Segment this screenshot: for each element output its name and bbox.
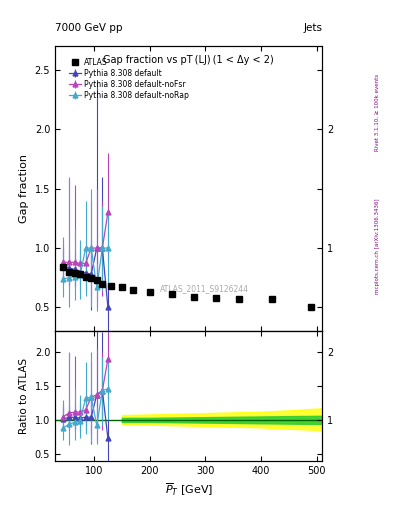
- Y-axis label: Ratio to ATLAS: Ratio to ATLAS: [19, 358, 29, 434]
- ATLAS: [270, 296, 274, 302]
- ATLAS: [147, 289, 152, 295]
- ATLAS: [78, 271, 83, 278]
- ATLAS: [94, 277, 99, 283]
- ATLAS: [108, 283, 113, 289]
- ATLAS: [100, 281, 105, 287]
- Text: Gap fraction vs pT (LJ) (1 < Δy < 2): Gap fraction vs pT (LJ) (1 < Δy < 2): [103, 55, 274, 65]
- ATLAS: [83, 273, 88, 280]
- ATLAS: [192, 294, 196, 300]
- Text: 7000 GeV pp: 7000 GeV pp: [55, 23, 123, 33]
- ATLAS: [309, 304, 314, 310]
- ATLAS: [236, 296, 241, 302]
- Text: mcplots.cern.ch [arXiv:1306.3436]: mcplots.cern.ch [arXiv:1306.3436]: [375, 198, 380, 293]
- ATLAS: [119, 284, 124, 290]
- Line: ATLAS: ATLAS: [61, 264, 314, 310]
- ATLAS: [66, 269, 71, 275]
- ATLAS: [61, 264, 66, 270]
- ATLAS: [130, 287, 135, 293]
- Y-axis label: Gap fraction: Gap fraction: [19, 154, 29, 223]
- Legend: ATLAS, Pythia 8.308 default, Pythia 8.308 default-noFsr, Pythia 8.308 default-no: ATLAS, Pythia 8.308 default, Pythia 8.30…: [66, 55, 192, 103]
- Text: Rivet 3.1.10, ≥ 100k events: Rivet 3.1.10, ≥ 100k events: [375, 74, 380, 151]
- Text: ATLAS_2011_S9126244: ATLAS_2011_S9126244: [160, 284, 249, 293]
- ATLAS: [170, 291, 174, 297]
- ATLAS: [214, 295, 219, 301]
- ATLAS: [89, 274, 94, 281]
- X-axis label: $\overline{P}_T$ [GeV]: $\overline{P}_T$ [GeV]: [165, 481, 213, 498]
- ATLAS: [72, 270, 77, 276]
- Text: Jets: Jets: [303, 23, 322, 33]
